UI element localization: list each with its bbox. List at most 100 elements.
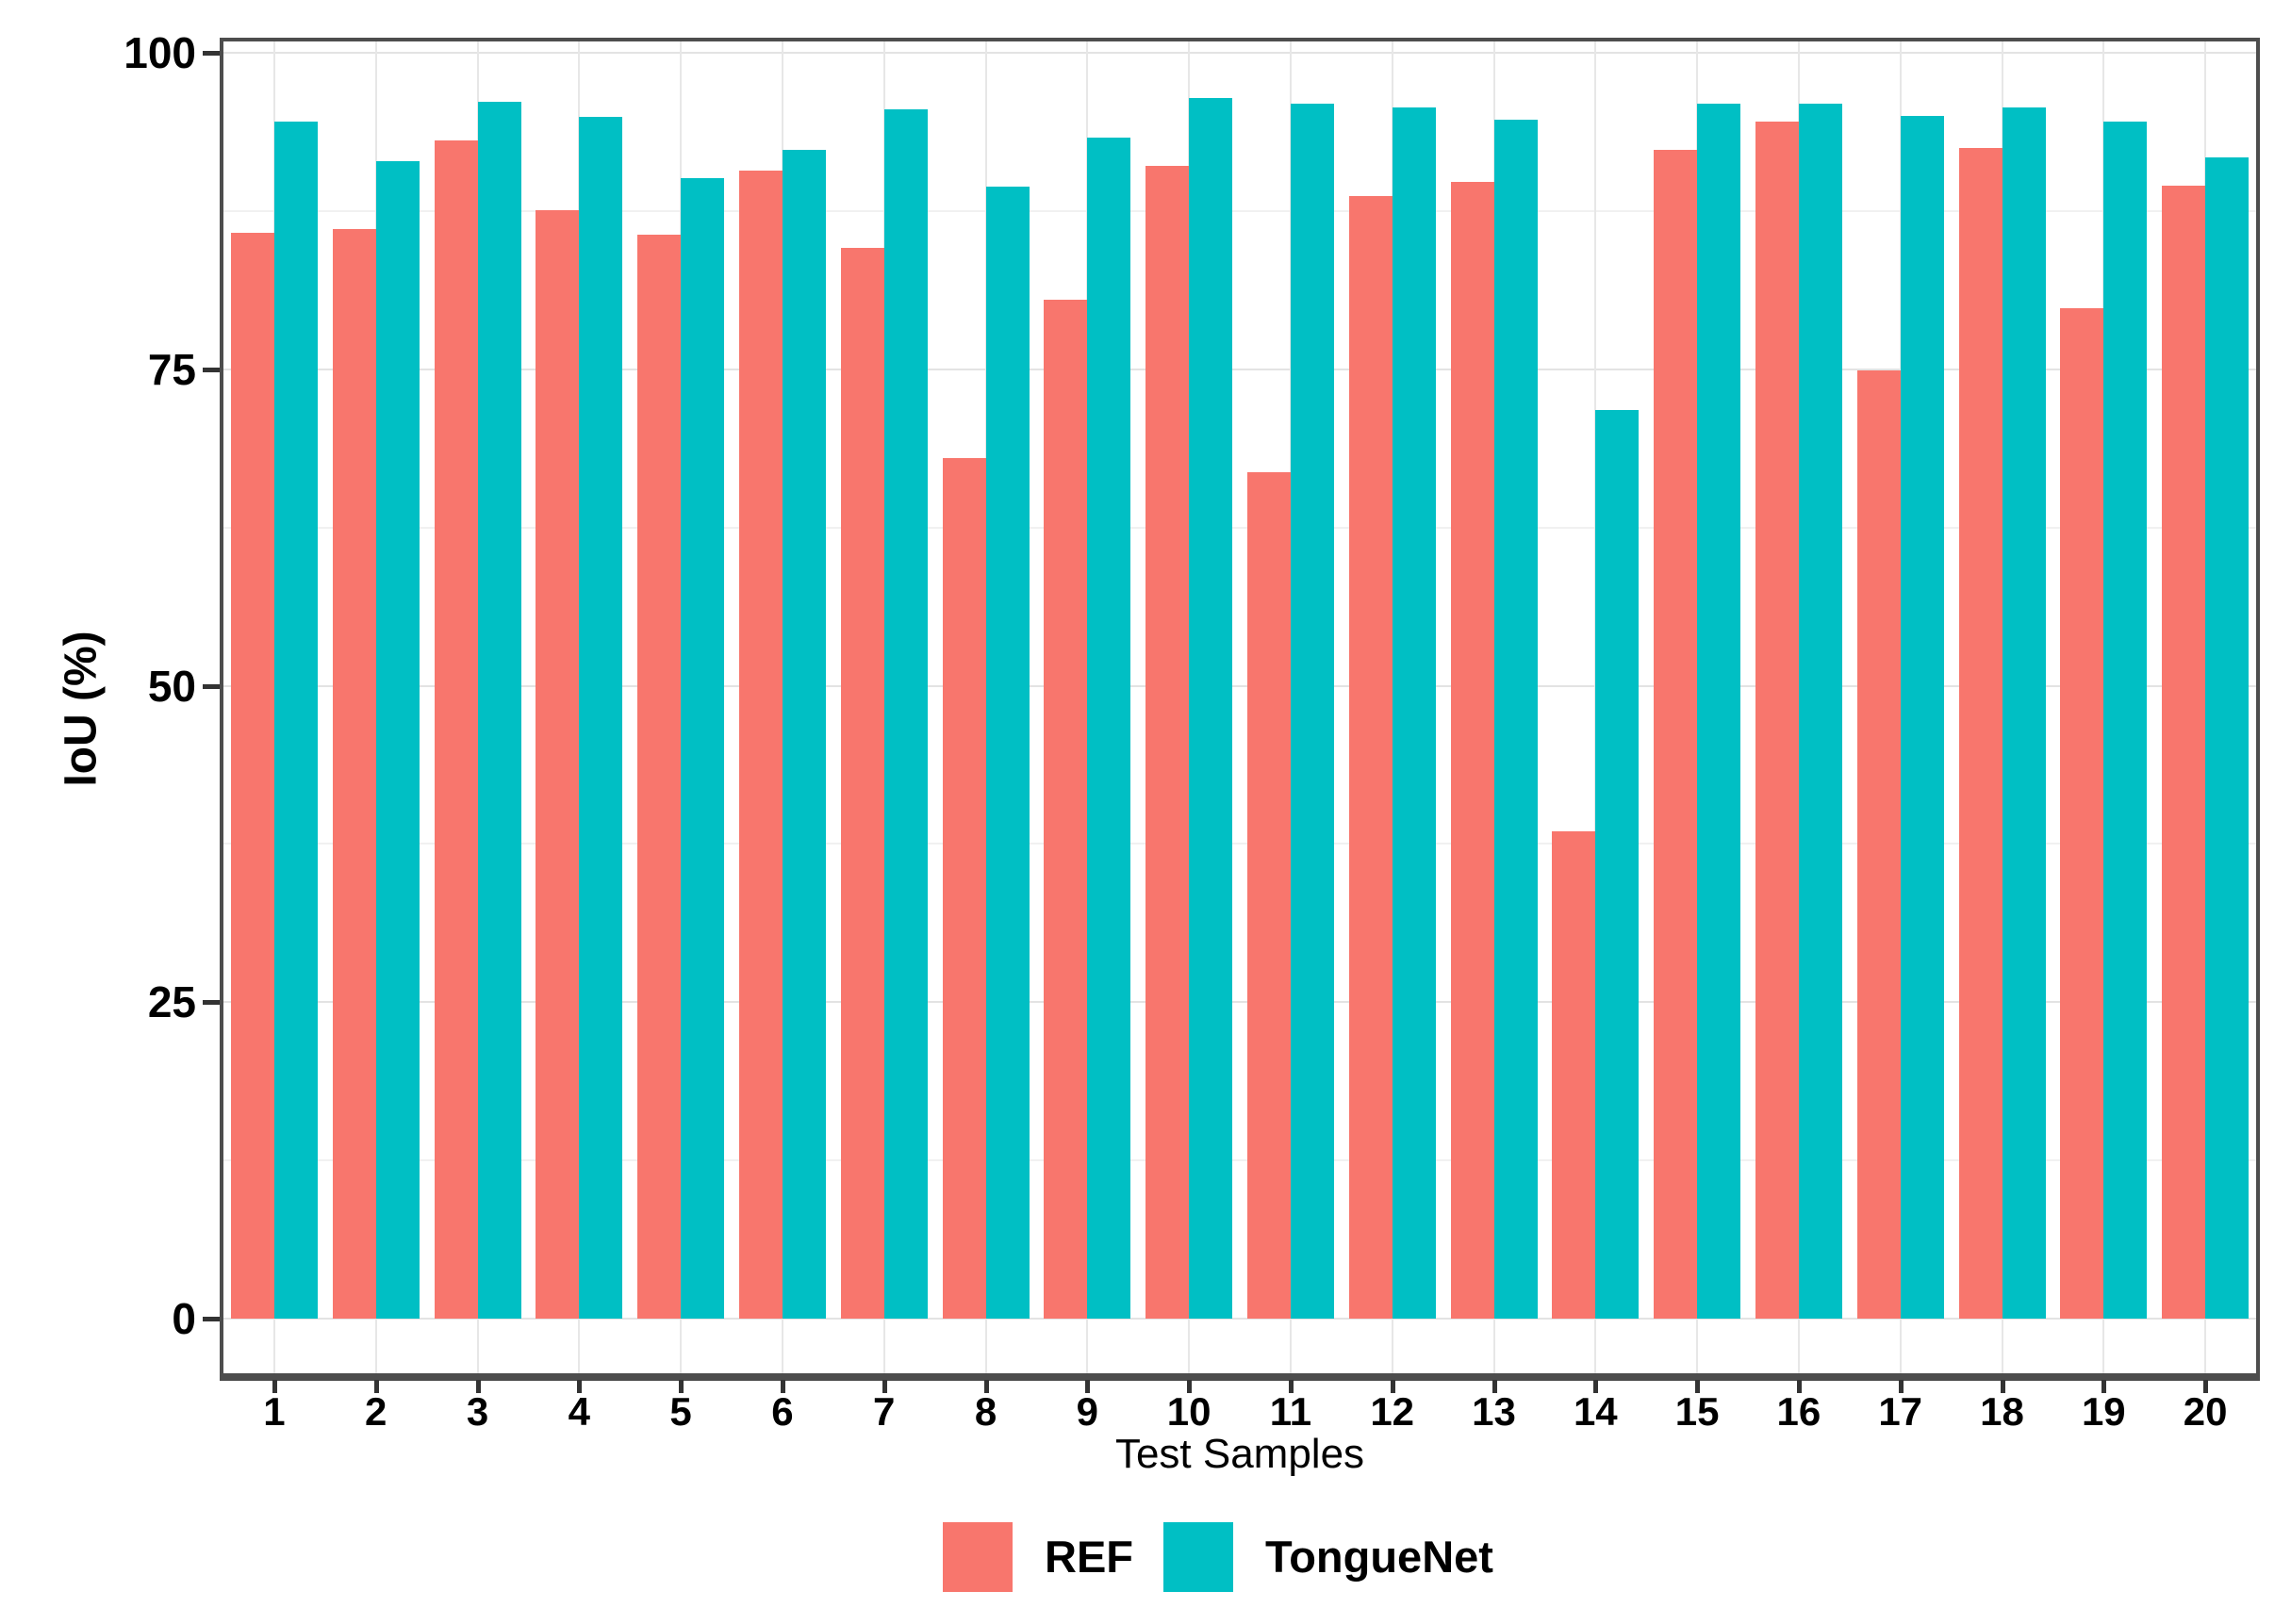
bar-ref-sample-13 [1450, 181, 1494, 1319]
y-tick-25 [203, 1000, 220, 1006]
x-tick-12 [1390, 1380, 1395, 1393]
x-tick-label-5: 5 [669, 1389, 692, 1434]
gridline-minor-y-62.5 [223, 526, 2256, 529]
bar-tonguenet-sample-15 [1697, 103, 1741, 1319]
gridline-major-y-75 [223, 368, 2256, 370]
bar-ref-sample-3 [434, 139, 478, 1319]
bar-ref-sample-18 [1958, 147, 2003, 1319]
x-tick-label-15: 15 [1674, 1389, 1720, 1434]
gridline-major-y-25 [223, 1001, 2256, 1004]
x-tick-4 [577, 1380, 583, 1393]
bar-tonguenet-sample-3 [477, 102, 521, 1319]
legend-item-ref: REF [943, 1522, 1133, 1592]
bar-tonguenet-sample-17 [1900, 116, 1944, 1319]
y-tick-label-50: 50 [147, 661, 196, 711]
gridline-major-y-50 [223, 684, 2256, 687]
x-tick-20 [2203, 1380, 2209, 1393]
bar-tonguenet-sample-8 [985, 187, 1030, 1319]
y-tick-label-0: 0 [172, 1294, 196, 1343]
gridline-minor-y-37.5 [223, 843, 2256, 845]
x-tick-label-11: 11 [1269, 1389, 1312, 1434]
x-tick-14 [1593, 1380, 1599, 1393]
x-tick-6 [780, 1380, 785, 1393]
bar-ref-sample-4 [536, 209, 580, 1319]
bar-tonguenet-sample-13 [1493, 120, 1538, 1319]
bar-ref-sample-12 [1348, 195, 1393, 1319]
y-tick-label-75: 75 [147, 344, 196, 394]
bar-tonguenet-sample-7 [883, 109, 928, 1319]
x-tick-label-4: 4 [568, 1389, 590, 1434]
x-tick-label-2: 2 [365, 1389, 387, 1434]
x-tick-2 [373, 1380, 379, 1393]
y-tick-label-25: 25 [147, 977, 196, 1027]
legend-item-tonguenet: TongueNet [1163, 1522, 1493, 1592]
x-tick-9 [1085, 1380, 1091, 1393]
bar-ref-sample-17 [1856, 370, 1901, 1319]
bar-tonguenet-sample-12 [1392, 107, 1436, 1319]
x-tick-label-18: 18 [1980, 1389, 2024, 1434]
x-tick-15 [1695, 1380, 1701, 1393]
gridline-minor-y-87.5 [223, 209, 2256, 212]
x-tick-label-8: 8 [974, 1389, 997, 1434]
y-tick-0 [203, 1317, 220, 1321]
bar-tonguenet-sample-16 [1798, 103, 1842, 1319]
x-tick-label-3: 3 [466, 1389, 489, 1434]
bar-ref-sample-5 [637, 235, 682, 1319]
gridline-minor-y-12.5 [223, 1159, 2256, 1162]
x-tick-label-1: 1 [263, 1389, 286, 1434]
x-tick-label-12: 12 [1370, 1389, 1415, 1434]
bar-ref-sample-15 [1654, 150, 1698, 1319]
bar-ref-sample-11 [1246, 471, 1291, 1319]
bar-tonguenet-sample-11 [1290, 103, 1334, 1319]
x-tick-label-10: 10 [1166, 1389, 1211, 1434]
bar-ref-sample-16 [1755, 121, 1799, 1319]
bar-ref-sample-7 [840, 247, 884, 1319]
x-tick-13 [1492, 1380, 1497, 1393]
x-tick-label-7: 7 [873, 1389, 896, 1434]
legend: REF TongueNet [943, 1522, 1493, 1592]
y-tick-50 [203, 683, 220, 689]
ref-color-swatch [943, 1522, 1013, 1592]
bar-tonguenet-sample-20 [2205, 157, 2250, 1319]
x-tick-label-17: 17 [1878, 1389, 1923, 1434]
bar-ref-sample-20 [2162, 186, 2206, 1319]
bar-ref-sample-10 [1146, 165, 1190, 1319]
bar-tonguenet-sample-18 [2002, 107, 2046, 1319]
bar-ref-sample-19 [2060, 308, 2104, 1319]
x-tick-17 [1898, 1380, 1904, 1393]
bar-tonguenet-sample-5 [681, 177, 725, 1319]
bar-tonguenet-sample-1 [273, 121, 318, 1319]
x-tick-1 [272, 1380, 277, 1393]
x-tick-label-16: 16 [1776, 1389, 1821, 1434]
x-tick-label-14: 14 [1573, 1389, 1618, 1434]
x-tick-16 [1796, 1380, 1802, 1393]
x-tick-8 [983, 1380, 989, 1393]
bar-ref-sample-1 [230, 232, 274, 1319]
x-tick-label-19: 19 [2081, 1389, 2126, 1434]
y-tick-75 [203, 367, 220, 372]
x-tick-label-9: 9 [1076, 1389, 1098, 1434]
tonguenet-color-swatch [1163, 1522, 1233, 1592]
bar-ref-sample-2 [332, 228, 376, 1319]
plot-area [223, 41, 2256, 1376]
x-tick-label-6: 6 [771, 1389, 794, 1434]
legend-label-ref: REF [1045, 1532, 1133, 1582]
gridline-major-y-100 [223, 52, 2256, 54]
y-tick-label-100: 100 [124, 28, 196, 77]
bar-ref-sample-6 [738, 170, 783, 1319]
x-tick-19 [2101, 1380, 2107, 1393]
bar-tonguenet-sample-9 [1087, 137, 1131, 1319]
bar-tonguenet-sample-10 [1189, 98, 1233, 1319]
y-tick-100 [203, 51, 220, 56]
x-tick-11 [1288, 1380, 1294, 1393]
bar-ref-sample-9 [1044, 299, 1088, 1319]
x-axis-title: Test Samples [1114, 1431, 1365, 1477]
x-tick-label-20: 20 [2183, 1389, 2228, 1434]
plot-panel [220, 38, 2260, 1380]
bar-ref-sample-14 [1552, 830, 1596, 1319]
gridline-major-y-0 [223, 1318, 2256, 1320]
x-tick-label-13: 13 [1472, 1389, 1516, 1434]
y-axis-title: IoU (%) [56, 631, 107, 787]
x-tick-18 [2000, 1380, 2005, 1393]
